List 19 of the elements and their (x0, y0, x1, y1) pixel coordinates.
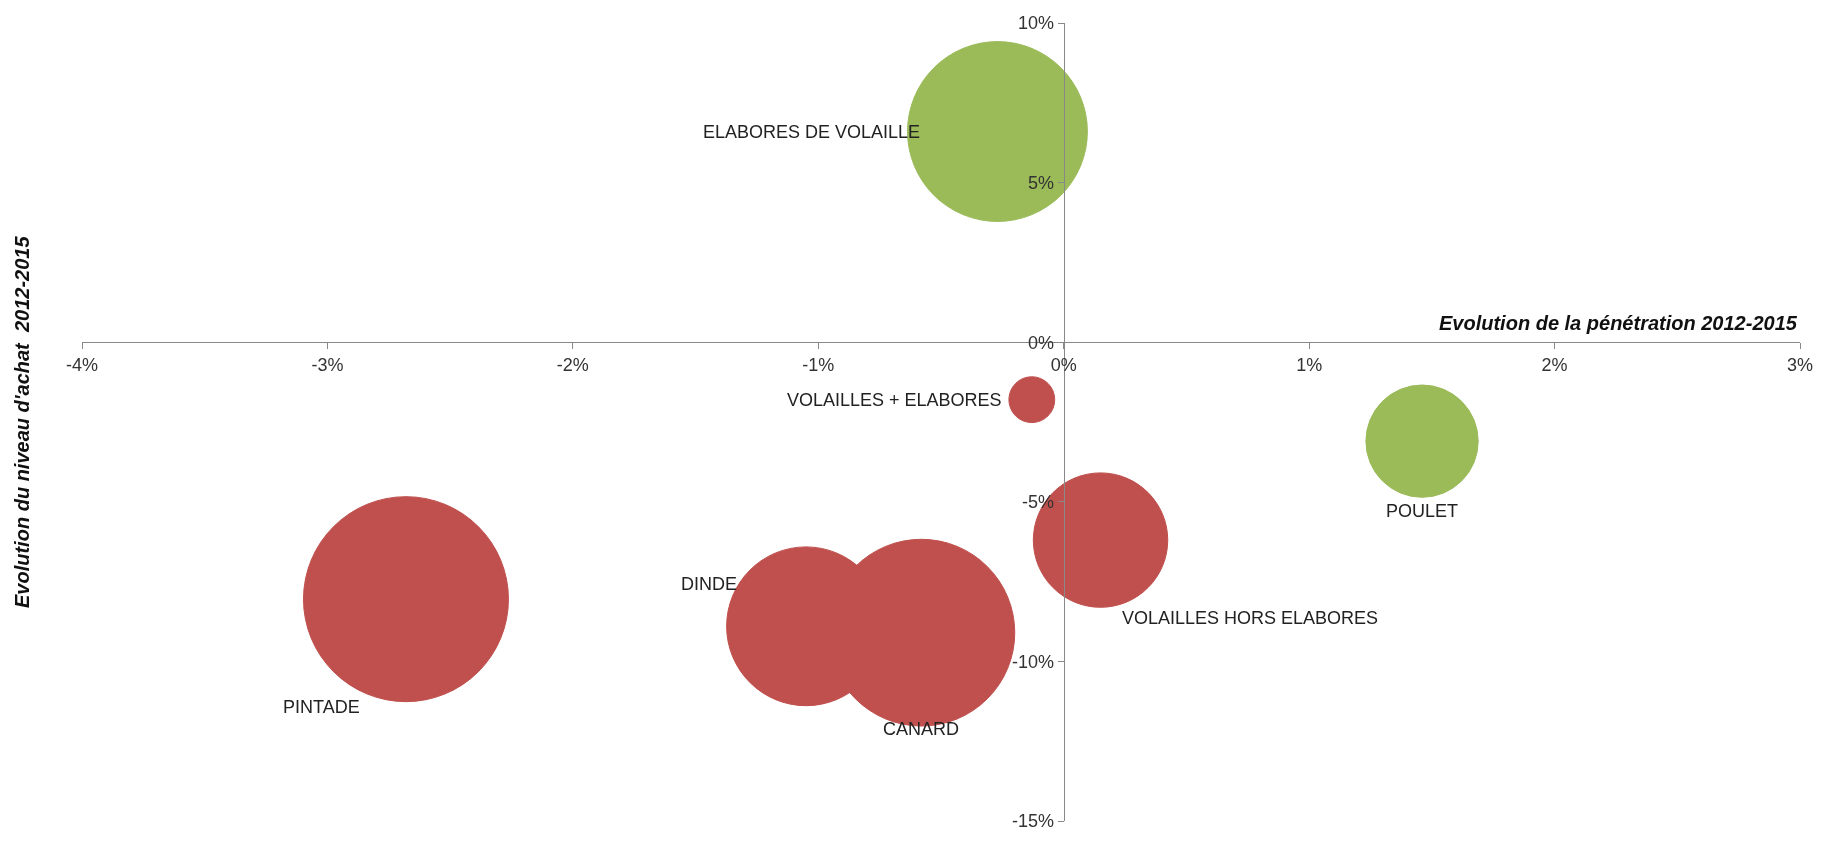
series-label: CANARD (883, 719, 960, 739)
x-tick-label: -1% (802, 354, 835, 375)
x-tick-label: -4% (65, 354, 99, 375)
y-tick-label: -10% (1012, 651, 1055, 672)
series-label: VOLAILLES + ELABORES (787, 390, 1002, 410)
x-tick-label: -3% (311, 354, 344, 375)
series-label: PINTADE (283, 697, 360, 717)
x-tick-label: 2% (1541, 354, 1568, 375)
series-label: VOLAILLES HORS ELABORES (1122, 608, 1379, 628)
x-tick-label: 3% (1786, 354, 1814, 375)
series-label: DINDE (681, 574, 738, 594)
y-tick-label: -15% (1012, 811, 1055, 832)
series-label: POULET (1386, 501, 1459, 521)
x-axis-title: Evolution de la pénétration 2012-2015 (1439, 312, 1798, 334)
x-tick-label: 1% (1296, 354, 1323, 375)
y-tick-label: 5% (1028, 172, 1055, 193)
y-axis-title: Evolution du niveau d'achat 2012-2015 (11, 235, 33, 608)
x-tick-label: -2% (556, 354, 589, 375)
y-tick-label: 10% (1018, 13, 1055, 34)
